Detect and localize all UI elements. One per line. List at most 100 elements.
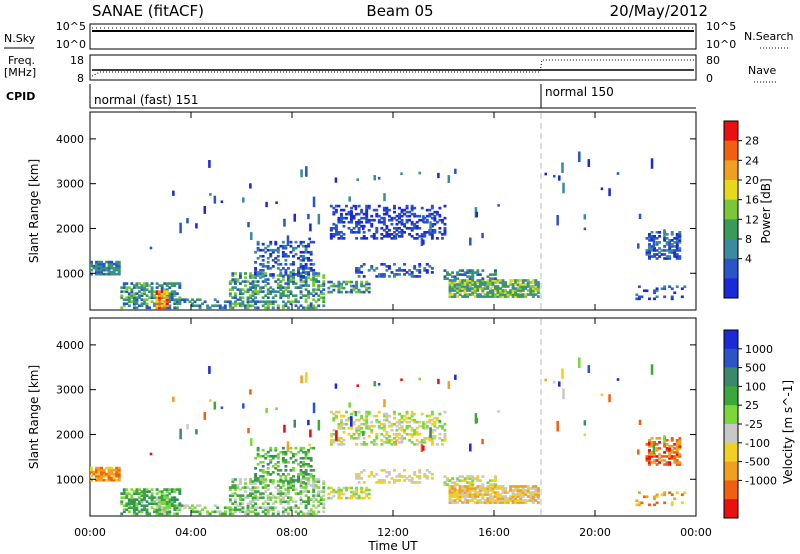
power-cell [259,263,263,266]
velocity-cell [382,426,386,430]
power-cell [281,300,285,304]
power-cell [418,171,421,175]
power-cell [302,269,306,272]
velocity-cell [334,410,338,414]
velocity-cell [175,488,179,491]
velocity-cell [198,512,202,516]
velocity-cell [446,479,449,482]
power-cell [246,298,250,302]
power-cell [430,206,434,210]
velocity-cell [186,424,189,430]
velocity-cell [307,479,311,482]
velocity-cell [256,506,260,510]
power-cell [395,226,399,230]
velocity-cell [317,419,321,431]
velocity-cell [304,471,308,474]
velocity-cell [650,364,654,375]
velocity-cell [307,477,311,480]
power-cell [466,287,470,290]
power-cell [269,242,273,246]
power-cell [302,254,306,258]
velocity-cell [304,512,308,516]
power-cell [292,260,295,264]
power-cell [163,282,167,285]
velocity-cell [302,464,306,468]
nsearch-tick-bottom: 10^0 [706,38,736,51]
power-cell [345,280,348,284]
velocity-cell [408,479,412,482]
velocity-cell [284,500,288,504]
power-cell [415,237,419,240]
power-cell [675,253,679,256]
velocity-cell [398,479,401,482]
velocity-cell [259,478,263,481]
power-cell [100,264,104,268]
power-cell [145,304,149,308]
velocity-cell [342,492,346,496]
power-cell [188,300,192,304]
velocity-cell [102,474,106,478]
velocity-cell [400,438,404,442]
power-cell [337,286,341,290]
velocity-cell [244,486,247,489]
power-cell [430,212,434,216]
power-cell [292,280,295,283]
velocity-cell [299,481,303,484]
power-cell [678,235,682,238]
power-cell [266,267,270,270]
velocity-cell [362,481,366,484]
power-cell [274,294,278,298]
power-cell [244,276,247,279]
power-cell [279,273,283,276]
power-cell [521,293,525,296]
power-colorbar-segment [724,121,738,141]
velocity-cell [304,484,308,487]
power-cell [511,293,515,296]
power-cell [531,291,535,294]
power-cell [226,300,230,304]
power-cell [367,218,371,222]
power-cell [608,188,611,197]
power-cell [185,298,189,302]
power-cell [269,252,273,256]
velocity-cell [370,471,374,474]
power-cell [536,291,540,294]
velocity-cell [269,473,273,476]
velocity-cell [385,412,389,416]
power-cell [249,296,252,300]
velocity-cell [499,495,502,498]
power-cell [345,216,348,220]
power-cell [231,274,235,277]
velocity-cell [650,443,654,446]
velocity-cell [312,482,316,485]
velocity-cell [289,508,293,512]
velocity-cell [102,472,106,476]
velocity-cell [491,489,495,492]
power-cell [362,212,366,216]
velocity-cell [297,450,300,454]
power-cell [680,295,684,299]
velocity-cell [355,496,359,500]
power-cell [466,283,470,286]
power-cell [521,281,525,284]
velocity-cell [578,357,581,369]
power-cell [266,244,270,248]
power-cell [398,226,401,230]
velocity-cell [254,477,258,480]
power-cell [408,226,412,230]
velocity-cell [294,506,298,510]
velocity-cell [312,504,316,508]
velocity-cell [668,453,672,456]
power-cell [135,292,139,295]
velocity-cell [238,508,242,512]
power-cell [516,293,520,296]
power-cell [481,295,485,298]
velocity-cell [249,502,252,506]
power-cell [355,282,359,286]
power-cell [463,293,467,296]
power-cell [254,300,258,304]
power-colorbar-tick-label: 20 [745,174,759,187]
power-cell [350,280,353,284]
velocity-cell [655,493,659,497]
power-cell [334,284,338,288]
